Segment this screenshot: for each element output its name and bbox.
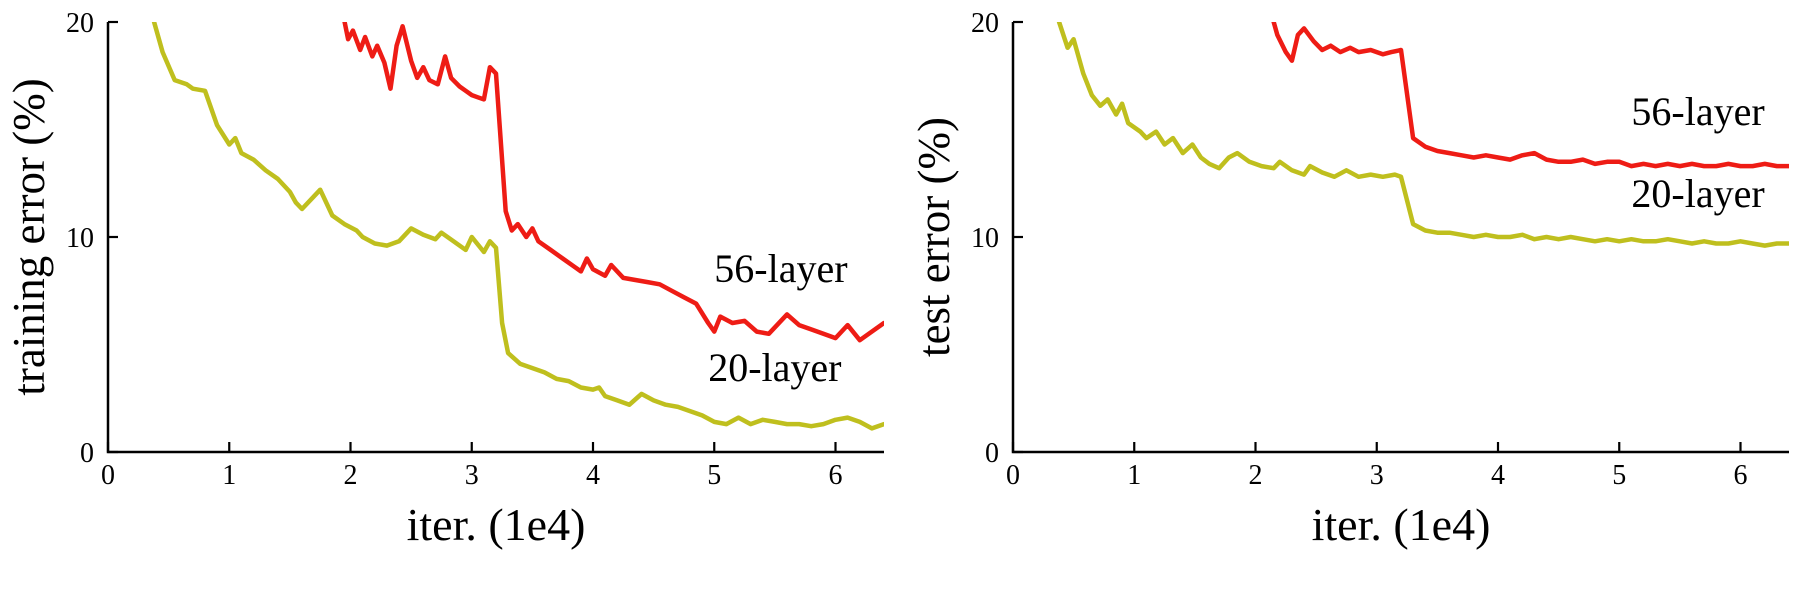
x-tick-label: 4 (1491, 460, 1505, 491)
x-tick-label: 6 (1734, 460, 1748, 491)
x-tick-label: 0 (1006, 460, 1020, 491)
y-tick-label: 0 (80, 438, 94, 469)
x-tick-label: 5 (1612, 460, 1626, 491)
y-axis-label: training error (%) (4, 78, 54, 395)
series-line-20-layer (1056, 22, 1789, 248)
series-annotation: 56-layer (714, 246, 847, 291)
y-axis-label: test error (%) (909, 117, 959, 357)
chart-training-error: 0 1 2 3 4 5 6 0 10 20 56-layer 20-layer training err… (0, 0, 905, 614)
series-line-56-layer (342, 22, 884, 343)
axis-lines (1011, 22, 1789, 454)
series-annotation: 56-layer (1631, 89, 1764, 134)
x-tick-label: 1 (1127, 460, 1141, 491)
test-error-chart-svg: 0 1 2 3 4 5 6 0 10 20 56-layer 20-layer test error (… (909, 8, 1789, 550)
series-line-56-layer (1271, 22, 1789, 169)
x-tick-label: 5 (707, 460, 721, 491)
x-axis-label: iter. (1e4) (1312, 499, 1491, 550)
series-line-20-layer (151, 22, 884, 431)
x-tick-label: 4 (586, 460, 600, 491)
y-tick-label: 10 (66, 223, 94, 254)
y-tick-label: 0 (985, 438, 999, 469)
x-tick-label: 3 (465, 460, 479, 491)
x-tick-label: 2 (344, 460, 358, 491)
x-axis-label: iter. (1e4) (407, 499, 586, 550)
y-tick-label: 20 (66, 8, 94, 39)
x-tick-label: 2 (1249, 460, 1263, 491)
y-tick-label: 20 (971, 8, 999, 39)
series-annotation: 20-layer (1631, 171, 1764, 216)
training-error-chart-svg: 0 1 2 3 4 5 6 0 10 20 56-layer 20-layer training err… (4, 8, 884, 550)
x-tick-label: 6 (829, 460, 843, 491)
x-tick-label: 1 (222, 460, 236, 491)
chart-test-error: 0 1 2 3 4 5 6 0 10 20 56-layer 20-layer test error (… (905, 0, 1810, 614)
x-tick-label: 3 (1370, 460, 1384, 491)
y-tick-label: 10 (971, 223, 999, 254)
series-annotation: 20-layer (708, 345, 841, 390)
x-tick-label: 0 (101, 460, 115, 491)
